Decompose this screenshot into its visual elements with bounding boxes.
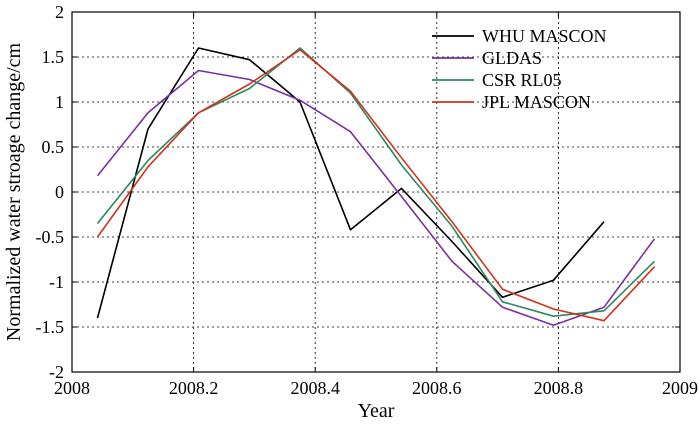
series-lines bbox=[96, 47, 656, 327]
series-line-whu-mascon bbox=[96, 47, 605, 319]
y-tick-label: 0.5 bbox=[42, 137, 65, 157]
y-tick-label: -1.5 bbox=[36, 317, 65, 337]
x-tick-label: 2008.6 bbox=[412, 378, 462, 398]
y-tick-label: -0.5 bbox=[36, 227, 65, 247]
legend-label-whu-mascon: WHU MASCON bbox=[482, 26, 607, 46]
x-axis-title: Year bbox=[358, 400, 395, 422]
x-tick-label: 2008.4 bbox=[290, 378, 340, 398]
x-tick-label: 2008.2 bbox=[169, 378, 219, 398]
y-tick-label: 1 bbox=[55, 92, 64, 112]
y-axis-title: Normalized water stroage change/cm bbox=[3, 42, 25, 341]
x-tick-label: 2009 bbox=[662, 378, 698, 398]
legend-label-jpl-mascon: JPL MASCON bbox=[482, 92, 591, 112]
y-tick-label: 0 bbox=[55, 182, 64, 202]
x-tick-label: 2008 bbox=[54, 378, 90, 398]
y-tick-label: 1.5 bbox=[42, 47, 65, 67]
x-tick-label: 2008.8 bbox=[534, 378, 584, 398]
y-tick-label: -2 bbox=[49, 362, 64, 382]
series-line-gldas bbox=[96, 69, 656, 327]
y-tick-label: -1 bbox=[49, 272, 64, 292]
grid bbox=[72, 12, 680, 372]
legend-label-gldas: GLDAS bbox=[482, 48, 542, 68]
legend-label-csr-rl05: CSR RL05 bbox=[482, 70, 562, 90]
y-tick-label: 2 bbox=[55, 2, 64, 22]
axis-ticks: 2008 2008.2 2008.4 2008.6 2008.8 2009 -2 -1.5 -1… bbox=[36, 2, 699, 398]
series-line-csr-rl05 bbox=[96, 47, 656, 318]
series-line-jpl-mascon bbox=[96, 48, 656, 322]
